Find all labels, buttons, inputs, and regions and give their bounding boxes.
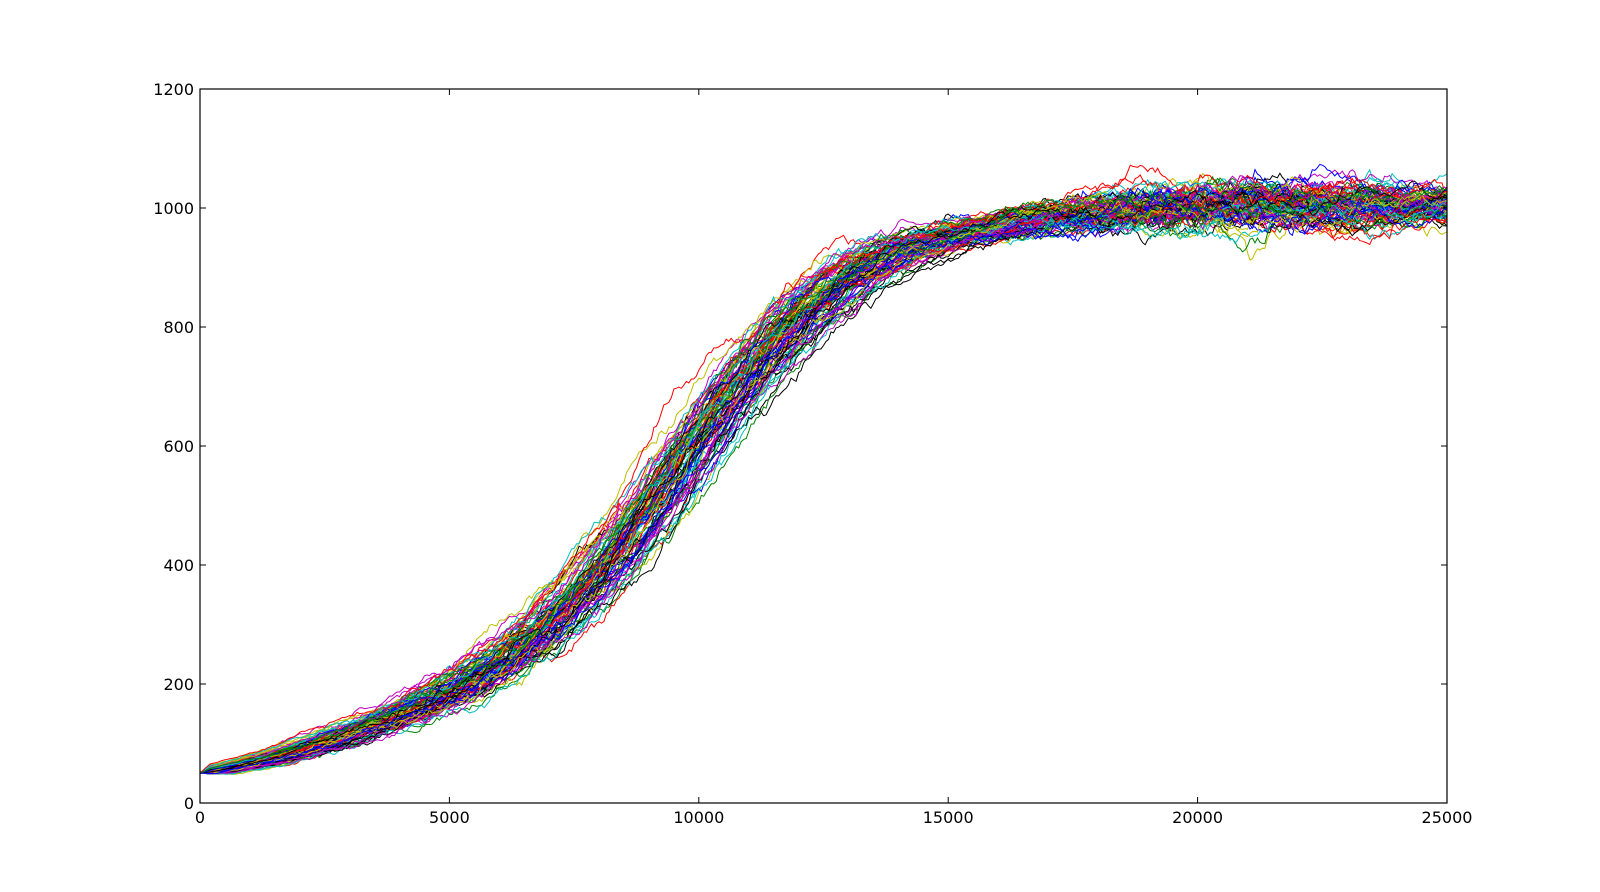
y-tick-label: 600 (163, 437, 194, 456)
x-tick-label: 25000 (1422, 808, 1473, 827)
series-line (199, 196, 1448, 774)
series-line (199, 196, 1448, 775)
y-tick-label: 800 (163, 318, 194, 337)
series-line (199, 182, 1448, 773)
ticks-layer: 0 5000 10000 15000 20000 25000 0 200 400 600 800 10… (153, 80, 1472, 827)
series-line (199, 176, 1448, 775)
series-line (199, 187, 1448, 775)
x-tick-label: 5000 (429, 808, 470, 827)
x-tick-label: 0 (195, 808, 205, 827)
y-tick-label: 0 (184, 794, 194, 813)
y-tick-label: 200 (163, 675, 194, 694)
x-tick-label: 20000 (1172, 808, 1223, 827)
y-tick-label: 1000 (153, 199, 194, 218)
series-line (199, 187, 1448, 774)
y-tick-label: 400 (163, 556, 194, 575)
series-line (199, 191, 1448, 774)
series-line (199, 187, 1448, 774)
x-tick-label: 15000 (923, 808, 974, 827)
series-line (199, 190, 1448, 774)
series-layer (199, 163, 1448, 775)
series-line (199, 189, 1448, 774)
series-line (199, 200, 1448, 773)
y-tick-label: 1200 (153, 80, 194, 99)
x-tick-label: 10000 (673, 808, 724, 827)
plot-frame (199, 88, 1448, 804)
